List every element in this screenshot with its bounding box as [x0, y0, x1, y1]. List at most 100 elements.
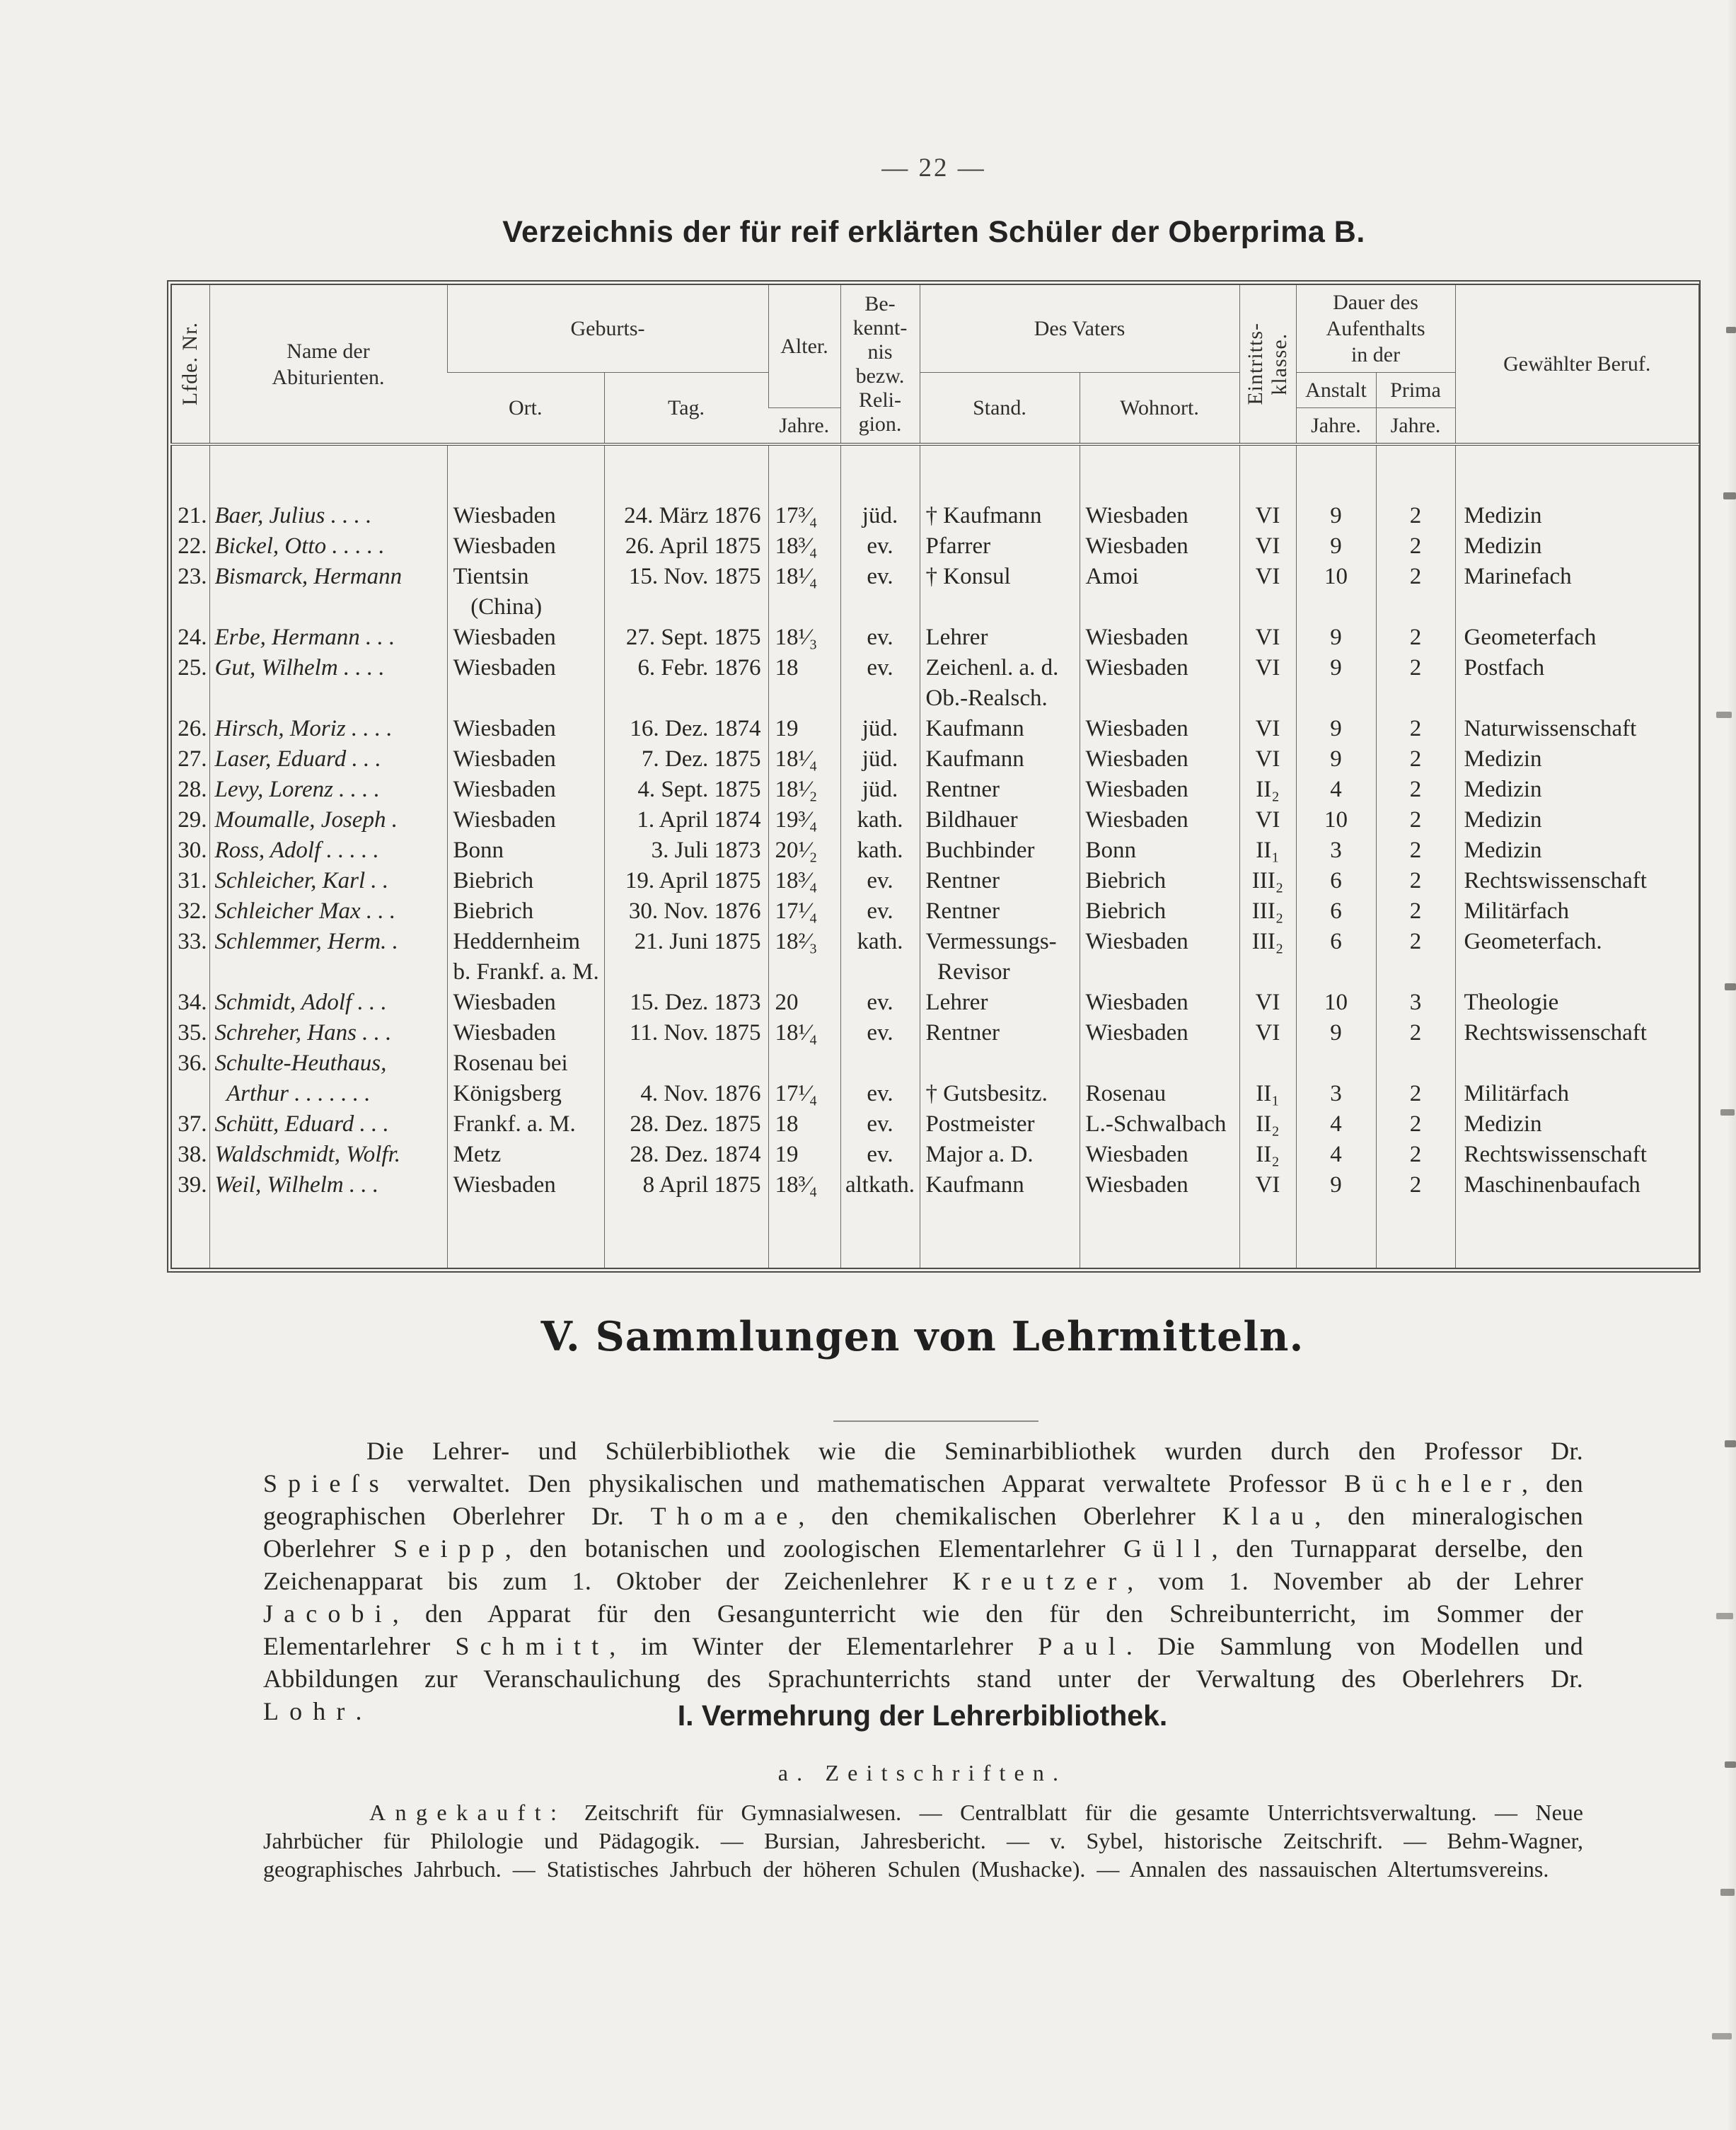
cell-klasse: VI [1239, 653, 1297, 714]
cell-alter: 18¹⁄₄ [768, 562, 841, 623]
cell-ort: Wiesbaden [446, 744, 604, 775]
cell-wohnort: Wiesbaden [1079, 714, 1240, 744]
col-header-alter-jahre: Jahre. [779, 414, 830, 437]
cell-name: Bickel, Otto . . . . . [209, 531, 447, 562]
cell-prima: 2 [1375, 927, 1456, 988]
col-header-dauer: Dauer des Aufenthalts in der [1295, 284, 1456, 373]
cell-ort: Frankf. a. M. [446, 1109, 604, 1140]
cell-nr: 28. [178, 777, 207, 802]
cell-stand: Rentner [919, 775, 1080, 805]
cell-stand: Vermessungs- Revisor [919, 927, 1080, 988]
cell-bek: ev. [840, 1140, 920, 1170]
cell-tag: 15. Nov. 1875 [603, 562, 769, 623]
cell-tag: 19. April 1875 [603, 866, 769, 896]
cell-tag: 30. Nov. 1876 [603, 896, 769, 927]
cell-stand: † Konsul [919, 562, 1080, 623]
cell-prima: 2 [1375, 1018, 1456, 1048]
emphasized-name: Spieſs [263, 1469, 390, 1498]
spacer-cell [1295, 443, 1377, 501]
cell-prima: 2 [1375, 1048, 1456, 1109]
col-header-eintrittsklasse: Eintritts- klasse. [1239, 284, 1297, 444]
cell-tag: 6. Febr. 1876 [603, 653, 769, 714]
cell-tag: 4. Sept. 1875 [603, 775, 769, 805]
cell-wohnort: Rosenau [1079, 1048, 1240, 1109]
cell-stand: Bildhauer [919, 805, 1080, 835]
cell-wohnort: Wiesbaden [1079, 744, 1240, 775]
paragraph-text: Die Lehrer- und Schülerbibliothek wie di… [366, 1437, 1583, 1465]
cell-nr: 29. [178, 807, 207, 833]
cell-beruf: Rechtswissenschaft [1454, 1140, 1700, 1170]
table-row: 26. Hirsch, Moriz . . . . Wiesbaden 16. Dez… [171, 714, 1700, 744]
scan-artifact [1720, 1889, 1735, 1896]
cell-klasse: VI [1239, 744, 1297, 775]
spacer-cell [209, 443, 447, 501]
cell-beruf: Naturwissenschaft [1454, 714, 1700, 744]
scan-artifact [1712, 2033, 1732, 2039]
cell-beruf: Theologie [1454, 988, 1700, 1018]
cell-bek: ev. [840, 653, 920, 714]
cell-beruf: Postfach [1454, 653, 1700, 714]
col-header-lfde-nr: Lfde. Nr. [178, 322, 202, 406]
cell-klasse: II₂ [1239, 1109, 1297, 1140]
cell-ort: Wiesbaden [446, 531, 604, 562]
table-row: 30. Ross, Adolf . . . . . Bonn 3. Juli 1873… [171, 835, 1700, 866]
table-row: 36. Schulte-Heuthaus, Arthur . . . . . . … [171, 1048, 1700, 1109]
cell-ort: Wiesbaden [446, 714, 604, 744]
cell-beruf: Marinefach [1454, 562, 1700, 623]
cell-prima: 2 [1375, 744, 1456, 775]
acquisitions-paragraph: Angekauft: Zeitschrift für Gymnasialwese… [263, 1798, 1583, 1883]
cell-nr: 25. [178, 655, 207, 681]
cell-alter: 18¹⁄₄ [768, 1018, 841, 1048]
cell-tag: 1. April 1874 [603, 805, 769, 835]
cell-nr: 38. [178, 1142, 207, 1167]
cell-name: Moumalle, Joseph . [209, 805, 447, 835]
cell-anstalt: 9 [1295, 744, 1377, 775]
emphasized-name: Kreutzer [952, 1567, 1128, 1595]
spacer-cell [209, 1200, 447, 1268]
spacer-cell [768, 443, 841, 501]
cell-anstalt: 9 [1295, 653, 1377, 714]
table-row: 31. Schleicher, Karl . . Biebrich 19. April… [171, 866, 1700, 896]
cell-anstalt: 3 [1295, 835, 1377, 866]
cell-tag: 26. April 1875 [603, 531, 769, 562]
paragraph-text: , den Turnapparat derselbe, den Zeichena… [263, 1534, 1583, 1595]
collections-paragraph: Die Lehrer- und Schülerbibliothek wie di… [263, 1435, 1583, 1727]
cell-stand: Pfarrer [919, 531, 1080, 562]
spacer-cell [603, 443, 769, 501]
paragraph-text: , den geographischen Oberlehrer Dr. [263, 1469, 1584, 1530]
scan-artifact [1725, 1761, 1736, 1768]
cell-klasse: VI [1239, 1170, 1297, 1200]
table-row: 34. Schmidt, Adolf . . . Wiesbaden 15. Dez.… [171, 988, 1700, 1018]
cell-name: Schleicher Max . . . [209, 896, 447, 927]
cell-wohnort: Biebrich [1079, 866, 1240, 896]
spacer-cell [446, 443, 604, 501]
table-title: Verzeichnis der für reif erklärten Schül… [502, 215, 1365, 249]
table-row: 21. Baer, Julius . . . . Wiesbaden 24. März… [171, 501, 1700, 531]
cell-klasse: II₂ [1239, 1140, 1297, 1170]
cell-stand: Buchbinder [919, 835, 1080, 866]
spacer-cell [919, 1200, 1080, 1268]
col-header-tag: Tag. [603, 372, 769, 444]
paragraph-text: , im Winter der Elementarlehrer [609, 1632, 1038, 1660]
spacer-cell [603, 1200, 769, 1268]
cell-name: Schütt, Eduard . . . [209, 1109, 447, 1140]
cell-bek: kath. [840, 835, 920, 866]
cell-tag: 16. Dez. 1874 [603, 714, 769, 744]
cell-klasse: VI [1239, 623, 1297, 653]
cell-alter: 19 [768, 1140, 841, 1170]
paragraph-text: . [355, 1697, 362, 1725]
col-header-prima: Prima [1375, 372, 1456, 408]
cell-klasse: III₂ [1239, 866, 1297, 896]
section-divider [833, 1420, 1038, 1422]
cell-nr: 34. [178, 990, 207, 1015]
cell-stand: Lehrer [919, 988, 1080, 1018]
cell-alter: 18¹⁄₂ [768, 775, 841, 805]
cell-ort: Wiesbaden [446, 805, 604, 835]
cell-alter: 18³⁄₄ [768, 866, 841, 896]
cell-bek: ev. [840, 896, 920, 927]
paragraph-text: , den botanischen und zoologischen Eleme… [504, 1534, 1124, 1563]
spacer-cell [1375, 443, 1456, 501]
cell-alter: 19 [768, 714, 841, 744]
cell-ort: Bonn [446, 835, 604, 866]
cell-ort: Biebrich [446, 866, 604, 896]
